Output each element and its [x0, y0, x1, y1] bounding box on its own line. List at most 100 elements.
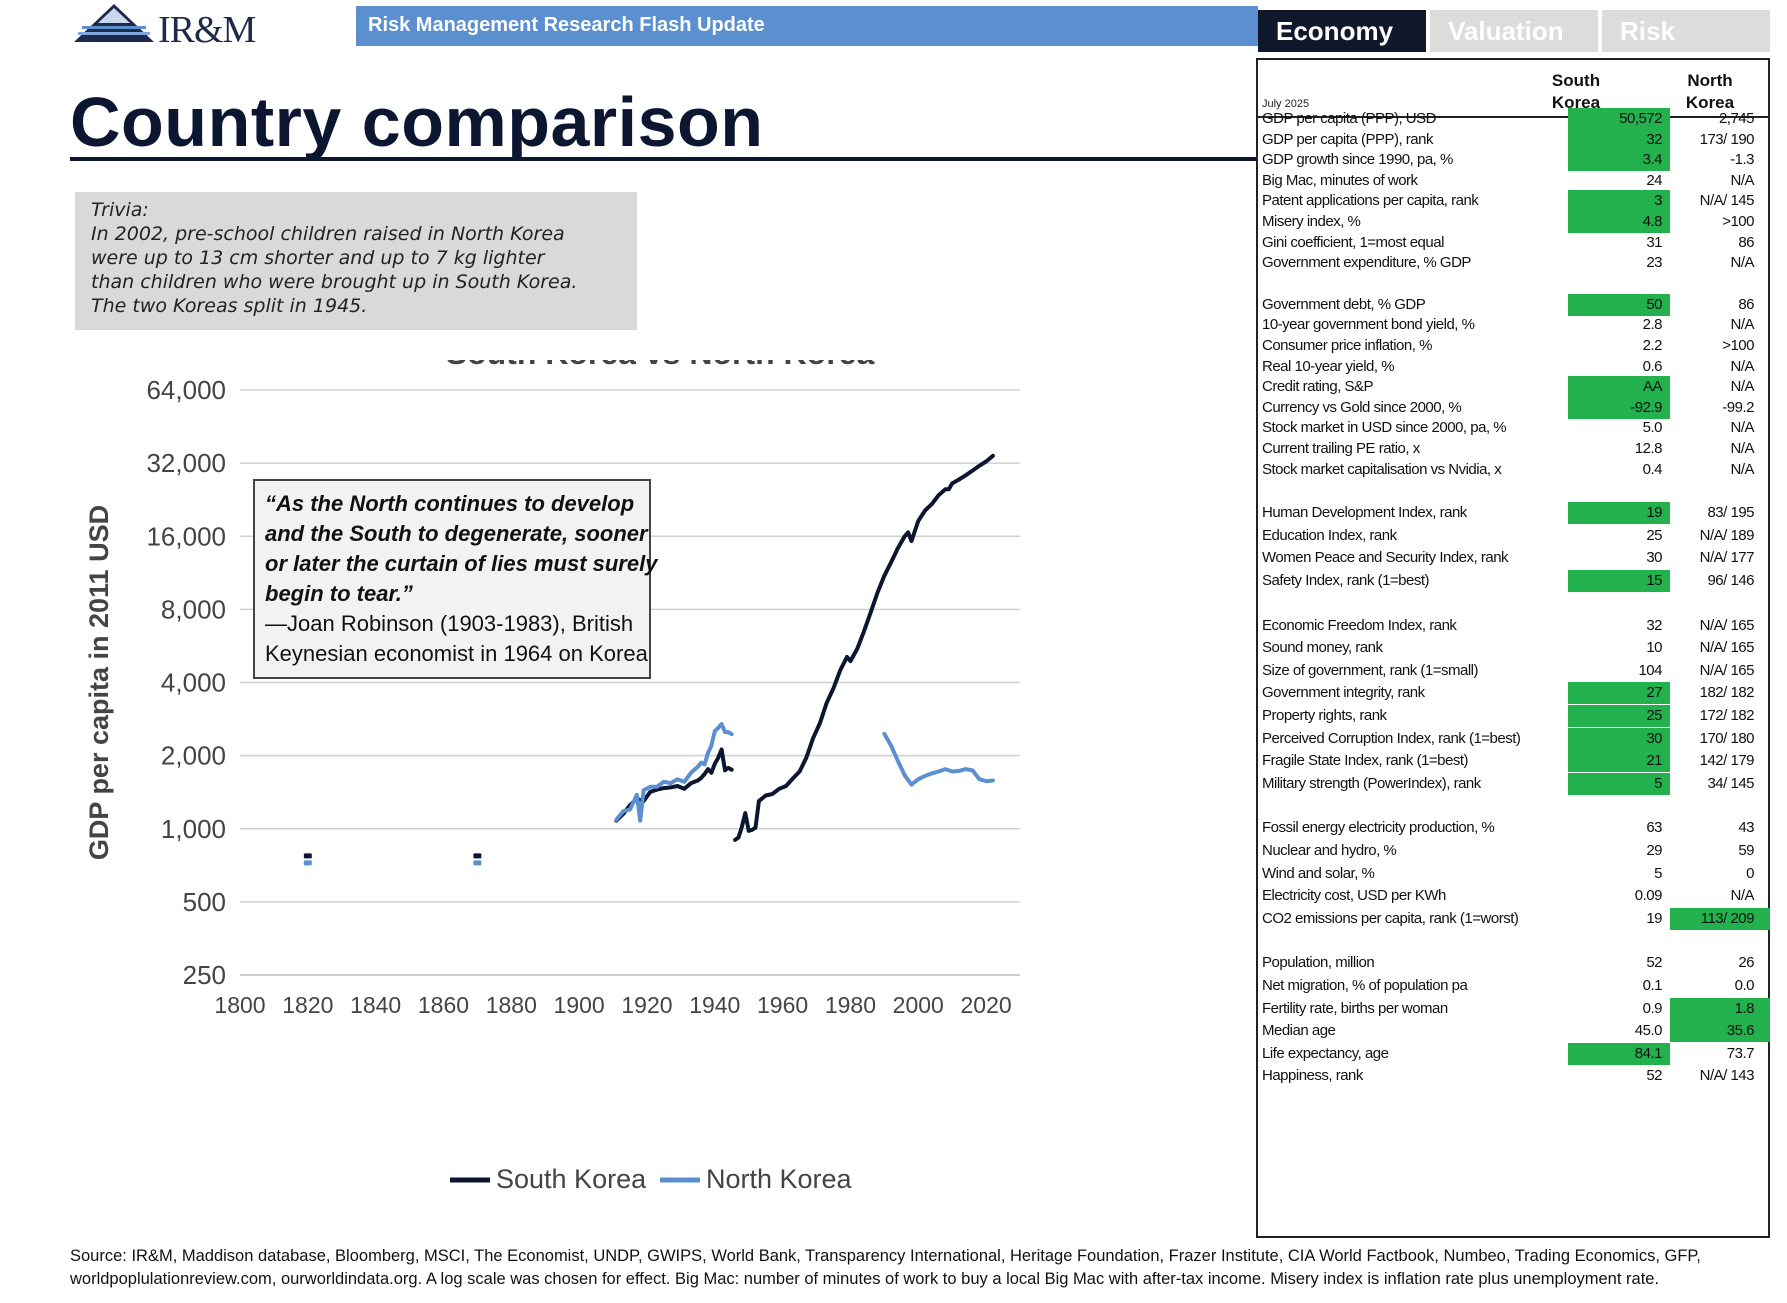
row-label: Sound money, rank — [1262, 639, 1383, 657]
row-label: 10-year government bond yield, % — [1262, 316, 1475, 334]
north-korea-value: 35.6 — [1670, 1020, 1770, 1043]
south-korea-value: 29 — [1646, 842, 1662, 859]
south-korea-value: 19 — [1646, 909, 1662, 927]
north-korea-value: N/A — [1730, 440, 1754, 457]
x-tick-label: 1980 — [825, 992, 876, 1018]
south-korea-value: 52 — [1646, 1067, 1662, 1085]
x-tick-label: 1820 — [282, 992, 333, 1018]
table-row: Sound money, rank 10 N/A/ 165 — [1258, 637, 1768, 659]
x-tick-label: 1880 — [486, 992, 537, 1018]
pyramid-logo-icon — [74, 4, 154, 42]
table-row: Fertility rate, births per woman 0.9 1.8 — [1258, 997, 1770, 1020]
column-header-line: South — [1551, 71, 1601, 90]
table-row: Current trailing PE ratio, x 12.8 N/A — [1258, 438, 1768, 460]
table-row: Property rights, rank 25 172/ 182 — [1258, 705, 1768, 727]
x-tick-label: 1800 — [214, 992, 265, 1018]
banner-title: Risk Management Research Flash Update — [368, 14, 765, 36]
trivia-line: The two Koreas split in 1945. — [91, 295, 368, 317]
north-korea-value: 0.0 — [1734, 977, 1755, 994]
row-label: Gini coefficient, 1=most equal — [1262, 233, 1444, 251]
y-tick-label: 500 — [183, 887, 226, 917]
south-korea-value: 0.09 — [1634, 887, 1663, 905]
north-korea-value: 2,745 — [1718, 110, 1755, 127]
north-korea-point — [303, 860, 312, 866]
north-korea-value: 83/ 195 — [1707, 504, 1754, 522]
tab-risk[interactable]: Risk — [1602, 10, 1770, 52]
south-korea-value: 30 — [1568, 727, 1670, 750]
south-korea-value: 23 — [1646, 254, 1662, 272]
table-row: Misery index, % 4.8 >100 — [1258, 211, 1768, 233]
north-korea-value: N/A/ 143 — [1699, 1067, 1755, 1085]
table-row: Size of government, rank (1=small) 104 N/A… — [1258, 660, 1768, 682]
table-row: Government debt, % GDP 50 86 — [1258, 293, 1768, 316]
column-header-south-korea: South Korea — [1528, 70, 1624, 114]
north-korea-value: N/A/ 189 — [1699, 526, 1755, 544]
north-korea-value: 59 — [1738, 842, 1754, 859]
north-korea-value: 86 — [1738, 233, 1754, 251]
row-label: GDP growth since 1990, pa, % — [1262, 151, 1453, 169]
table-row: Economic Freedom Index, rank 32 N/A/ 165 — [1258, 615, 1768, 637]
south-korea-value: 4.8 — [1568, 211, 1670, 233]
north-korea-value: N/A — [1730, 460, 1754, 478]
table-row: Gini coefficient, 1=most equal 31 86 — [1258, 232, 1768, 254]
legend-label-north-korea: North Korea — [706, 1164, 853, 1194]
north-korea-value: N/A — [1730, 378, 1754, 396]
row-label: Patent applications per capita, rank — [1262, 192, 1479, 210]
trivia-line: than children who were brought up in Sou… — [91, 271, 578, 293]
row-label: Current trailing PE ratio, x — [1262, 440, 1420, 457]
x-tick-label: 1860 — [418, 992, 469, 1018]
north-korea-line — [614, 722, 734, 823]
row-label: Property rights, rank — [1262, 707, 1387, 724]
table-row: Human Development Index, rank 19 83/ 195 — [1258, 502, 1768, 525]
column-header-north-korea: North Korea — [1662, 70, 1758, 114]
chart-title: South Korea vs North Korea — [446, 360, 875, 371]
tab-economy[interactable]: Economy — [1258, 10, 1426, 52]
south-korea-value: 24 — [1646, 171, 1662, 189]
south-korea-value: 5 — [1568, 772, 1670, 795]
row-label: Government debt, % GDP — [1262, 295, 1426, 313]
column-header-line: North — [1687, 71, 1733, 90]
table-row: Electricity cost, USD per KWh 0.09 N/A — [1258, 885, 1768, 907]
quote-box: “As the North continues to develop and t… — [253, 479, 657, 679]
y-axis-label: GDP per capita in 2011 USD — [84, 505, 114, 860]
south-korea-value: 5.0 — [1642, 419, 1663, 437]
north-korea-value: -99.2 — [1722, 398, 1754, 416]
row-label: CO2 emissions per capita, rank (1=worst) — [1262, 909, 1519, 927]
south-korea-value: AA — [1568, 376, 1670, 399]
row-label: Electricity cost, USD per KWh — [1262, 887, 1446, 905]
south-korea-value: 0.1 — [1642, 977, 1663, 994]
table-row: Perceived Corruption Index, rank (1=best… — [1258, 727, 1768, 750]
x-tick-label: 1920 — [621, 992, 672, 1018]
row-label: Wind and solar, % — [1262, 864, 1375, 882]
south-korea-value: 15 — [1568, 570, 1670, 592]
table-row: Stock market in USD since 2000, pa, % 5.0… — [1258, 417, 1768, 439]
south-korea-line — [614, 747, 734, 823]
south-korea-value: 0.6 — [1642, 357, 1663, 375]
comparison-table: July 2025 South Korea North Korea GDP pe… — [1256, 58, 1770, 1238]
south-korea-value: 3.4 — [1568, 149, 1670, 172]
north-korea-value: N/A/ 177 — [1699, 549, 1755, 567]
header-banner: Risk Management Research Flash Update — [356, 6, 1258, 46]
page-title: Country comparison — [70, 83, 764, 161]
north-korea-value: N/A/ 165 — [1699, 661, 1755, 679]
north-korea-value: 142/ 179 — [1699, 752, 1755, 770]
row-label: GDP per capita (PPP), USD — [1262, 110, 1436, 127]
north-korea-value: 26 — [1738, 954, 1754, 972]
table-row: Stock market capitalisation vs Nvidia, x… — [1258, 459, 1768, 481]
quote-line: and the South to degenerate, sooner — [265, 521, 648, 546]
row-label: Median age — [1262, 1022, 1336, 1040]
table-row: Safety Index, rank (1=best) 15 96/ 146 — [1258, 570, 1768, 592]
y-tick-label: 250 — [183, 960, 226, 990]
north-korea-value: N/A/ 145 — [1699, 192, 1755, 210]
row-label: Consumer price inflation, % — [1262, 337, 1432, 354]
tab-valuation[interactable]: Valuation — [1430, 10, 1598, 52]
row-label: Education Index, rank — [1262, 526, 1397, 544]
north-korea-value: 182/ 182 — [1699, 684, 1755, 702]
table-row: Population, million 52 26 — [1258, 952, 1768, 974]
table-row: Life expectancy, age 84.1 73.7 — [1258, 1042, 1768, 1065]
row-label: Misery index, % — [1262, 213, 1361, 230]
logo-text: IR&M — [158, 9, 256, 51]
row-label: Government expenditure, % GDP — [1262, 254, 1471, 272]
south-korea-value: -92.9 — [1568, 396, 1670, 419]
row-label: Military strength (PowerIndex), rank — [1262, 774, 1481, 792]
